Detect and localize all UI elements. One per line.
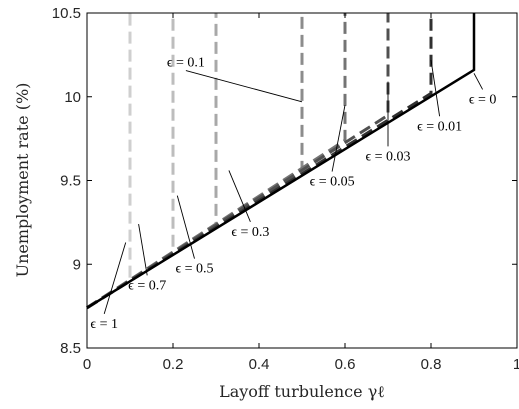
x-tick-label: 0.6: [335, 356, 356, 373]
annotation-leader: [331, 105, 346, 172]
annotation-leader: [473, 73, 483, 90]
plot-area: [86, 13, 476, 310]
annotation: ϵ = 0.05: [310, 105, 355, 190]
annotation-label: ϵ = 1: [90, 317, 118, 332]
annotation: ϵ = 0.3: [228, 170, 269, 240]
series-line-1: [86, 13, 132, 310]
x-axis-label: Layoff turbulence γℓ: [219, 382, 385, 401]
x-tick-label: 0.2: [163, 356, 184, 373]
annotation-label: ϵ = 0.5: [175, 262, 213, 277]
annotation-leader: [185, 70, 303, 103]
y-tick-label: 10: [64, 89, 81, 106]
x-tick-label: 0: [83, 356, 91, 373]
x-tick-label: 0.8: [421, 356, 442, 373]
series-line-8: [86, 13, 476, 309]
y-tick-label: 8.5: [60, 340, 81, 357]
annotation: ϵ = 0.1: [167, 56, 303, 103]
series-line-5: [86, 13, 347, 310]
annotation-label: ϵ = 0.03: [365, 149, 410, 164]
annotation: ϵ = 0.7: [128, 223, 166, 293]
annotation: ϵ = 0.5: [175, 195, 214, 277]
annotation-leader: [176, 195, 195, 259]
annotation-label: ϵ = 0.01: [417, 119, 462, 134]
annotation-label: ϵ = 0.7: [128, 278, 166, 293]
annotation-label: ϵ = 0.1: [167, 56, 205, 71]
series-line-6: [86, 13, 390, 310]
annotation-leader: [103, 242, 127, 315]
annotation-label: ϵ = 0: [469, 92, 497, 107]
annotation-leader: [138, 223, 148, 276]
annotation: ϵ = 0.01: [417, 59, 462, 134]
annotation-leader: [430, 59, 441, 117]
series-line-2: [86, 13, 175, 310]
x-tick-label: 1: [513, 356, 519, 373]
y-tick-label: 9.5: [60, 173, 81, 190]
y-axis-label: Unemployment rate (%): [13, 83, 32, 278]
annotation: ϵ = 1: [90, 242, 127, 332]
annotation: ϵ = 0: [469, 73, 497, 107]
annotation-label: ϵ = 0.3: [231, 225, 269, 240]
y-tick-label: 10.5: [52, 5, 81, 22]
x-tick-label: 0.4: [249, 356, 270, 373]
annotation-label: ϵ = 0.05: [310, 175, 355, 190]
y-tick-label: 9: [73, 256, 81, 273]
axis-ticks: 0 0.2 0.4 0.6 0.8 1 8.5 9 9.5 10 10.5 ϵ = 0.1 ϵ = 0 ϵ…: [52, 5, 519, 373]
annotation-leader: [228, 170, 251, 222]
annotation: ϵ = 0.03: [365, 81, 411, 164]
